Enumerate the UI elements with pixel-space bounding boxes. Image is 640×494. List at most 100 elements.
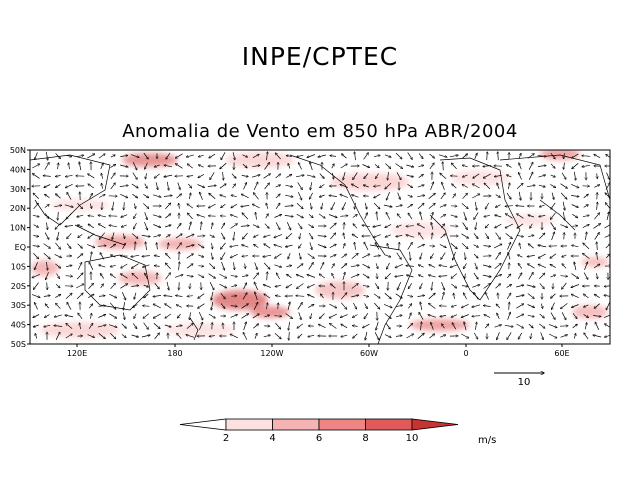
- wind-arrow: [263, 174, 271, 179]
- wind-arrow: [230, 253, 238, 257]
- wind-arrow: [253, 302, 258, 310]
- wind-arrow: [373, 256, 381, 257]
- wind-arrow: [528, 215, 535, 218]
- wind-arrow: [594, 213, 599, 220]
- wind-arrow: [223, 171, 224, 180]
- wind-arrow: [220, 303, 225, 309]
- wind-arrow: [572, 153, 579, 158]
- wind-arrow: [538, 245, 547, 248]
- wind-arrow: [297, 283, 304, 289]
- wind-arrow: [597, 252, 598, 260]
- wind-arrow: [186, 154, 194, 157]
- wind-arrow: [66, 155, 71, 156]
- wind-arrow: [584, 294, 589, 299]
- colorbar-level-label: 4: [269, 433, 275, 444]
- wind-arrow: [538, 175, 546, 178]
- wind-arrow: [441, 252, 446, 260]
- wind-arrow: [45, 304, 49, 309]
- wind-arrow: [417, 185, 424, 188]
- wind-arrow: [321, 202, 324, 209]
- wind-arrow: [572, 324, 578, 329]
- wind-arrow: [157, 243, 158, 250]
- wind-arrow: [76, 254, 83, 259]
- wind-arrow: [275, 296, 281, 297]
- wind-arrow: [518, 153, 521, 159]
- wind-arrow: [198, 274, 204, 278]
- wind-arrow: [528, 162, 533, 170]
- wind-arrow: [275, 322, 280, 329]
- wind-arrow: [332, 172, 333, 179]
- wind-arrow: [121, 263, 128, 268]
- latitude-axis: 50N 40N 30N 20N 10N EQ 10S 20S 30S 40S 50S: [10, 146, 30, 349]
- wind-arrow: [275, 153, 281, 160]
- wind-arrow: [143, 203, 148, 209]
- wind-arrow: [527, 315, 534, 316]
- wind-arrow: [440, 335, 445, 338]
- wind-arrow: [549, 333, 557, 338]
- wind-arrow: [295, 175, 304, 178]
- wind-arrow: [188, 222, 191, 231]
- wind-arrow: [407, 295, 412, 296]
- wind-arrow: [274, 234, 283, 237]
- wind-arrow: [485, 324, 488, 329]
- wind-arrow: [243, 183, 247, 190]
- wind-arrow: [76, 155, 83, 158]
- wind-arrow: [317, 244, 326, 248]
- wind-arrow: [120, 164, 128, 167]
- wind-arrow: [110, 183, 116, 190]
- wind-arrow: [538, 233, 545, 240]
- wind-arrow: [54, 205, 61, 208]
- wind-arrow: [319, 194, 325, 197]
- wind-arrow: [87, 334, 95, 338]
- wind-arrow: [341, 302, 346, 309]
- wind-arrow: [472, 285, 480, 288]
- wind-arrow: [44, 163, 49, 170]
- wind-arrow: [507, 332, 512, 339]
- wind-arrow: [594, 185, 599, 188]
- wind-arrow: [47, 222, 48, 230]
- wind-arrow: [528, 272, 533, 280]
- lat-label: 20S: [11, 282, 26, 291]
- wind-arrow: [143, 152, 148, 159]
- wind-arrow: [560, 183, 568, 189]
- wind-arrow: [362, 263, 370, 268]
- wind-arrow: [474, 293, 479, 300]
- wind-arrow: [440, 315, 447, 316]
- wind-arrow: [109, 313, 116, 318]
- wind-arrow: [197, 184, 205, 188]
- wind-arrow: [55, 153, 61, 158]
- wind-arrow: [362, 254, 369, 259]
- wind-arrow: [97, 325, 106, 328]
- wind-arrow: [560, 335, 568, 338]
- wind-arrow: [540, 332, 544, 339]
- wind-arrow: [472, 304, 481, 307]
- wind-arrow: [407, 323, 412, 329]
- wind-arrow: [221, 204, 226, 207]
- wind-arrow: [530, 223, 533, 228]
- wind-arrow: [383, 304, 392, 307]
- wind-arrow: [537, 156, 546, 157]
- wind-arrow: [253, 273, 258, 280]
- wind-arrow: [296, 213, 304, 218]
- wind-arrow: [198, 266, 203, 267]
- wind-arrow: [595, 322, 600, 330]
- wind-arrow: [200, 192, 203, 200]
- wind-arrow: [440, 215, 446, 218]
- wind-arrow: [109, 225, 117, 226]
- wind-arrow: [297, 323, 304, 328]
- wind-arrow: [352, 195, 359, 198]
- wind-arrow: [187, 176, 193, 177]
- wind-arrow: [418, 165, 423, 167]
- wind-arrow: [253, 193, 259, 200]
- wind-arrow: [165, 203, 170, 210]
- wind-arrow: [285, 184, 293, 187]
- wind-arrow: [603, 314, 610, 318]
- wind-arrow: [65, 334, 72, 339]
- wind-arrow: [516, 323, 524, 328]
- wind-arrow: [317, 236, 326, 237]
- wind-arrow: [34, 303, 38, 310]
- wind-arrow: [399, 242, 400, 250]
- wind-arrow: [352, 215, 357, 218]
- wind-arrow: [134, 222, 137, 229]
- wind-arrow: [387, 262, 390, 269]
